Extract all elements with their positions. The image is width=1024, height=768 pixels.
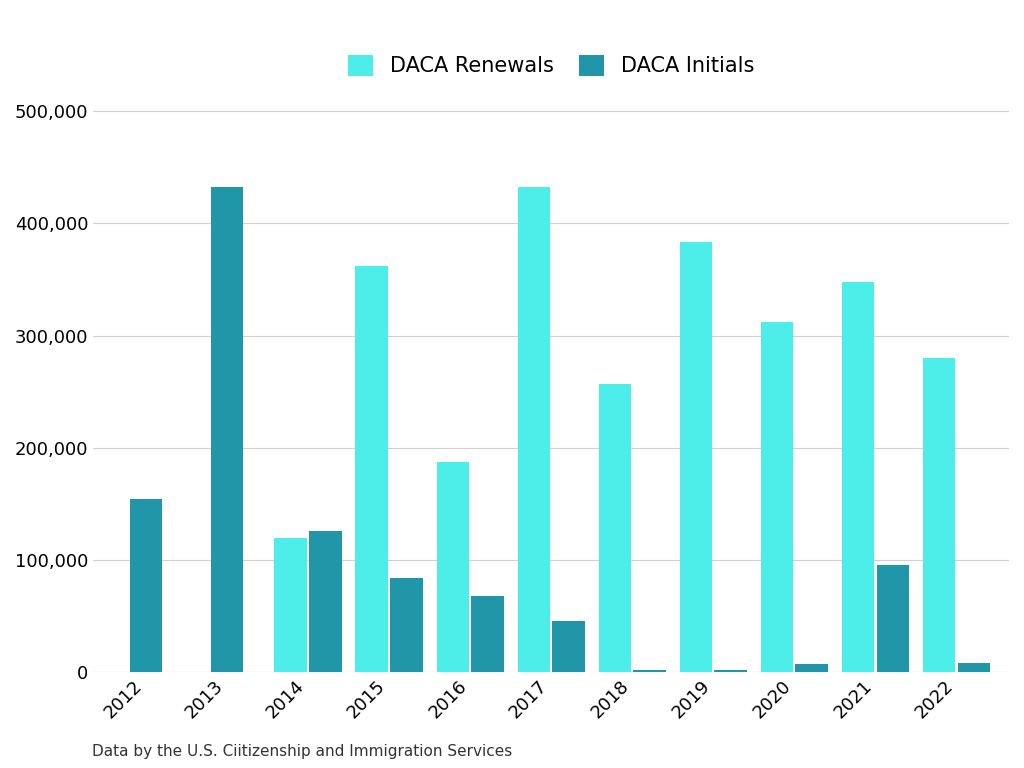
Bar (634, 670, 666, 672)
Bar (680, 243, 712, 672)
Bar (842, 282, 874, 672)
Legend: DACA Renewals, DACA Initials: DACA Renewals, DACA Initials (340, 46, 762, 84)
Bar (390, 578, 423, 672)
Bar (471, 596, 504, 672)
Bar (517, 187, 550, 672)
Bar (796, 664, 827, 672)
Bar (436, 462, 469, 672)
Bar (130, 499, 162, 672)
Text: Data by the U.S. Ciitizenship and Immigration Services: Data by the U.S. Ciitizenship and Immigr… (92, 744, 512, 760)
Bar (923, 358, 955, 672)
Bar (309, 531, 342, 672)
Bar (211, 187, 244, 672)
Bar (957, 664, 990, 672)
Bar (274, 538, 307, 672)
Bar (599, 384, 631, 672)
Bar (552, 621, 585, 672)
Bar (761, 322, 793, 672)
Bar (355, 266, 388, 672)
Bar (877, 564, 909, 672)
Bar (715, 670, 746, 672)
